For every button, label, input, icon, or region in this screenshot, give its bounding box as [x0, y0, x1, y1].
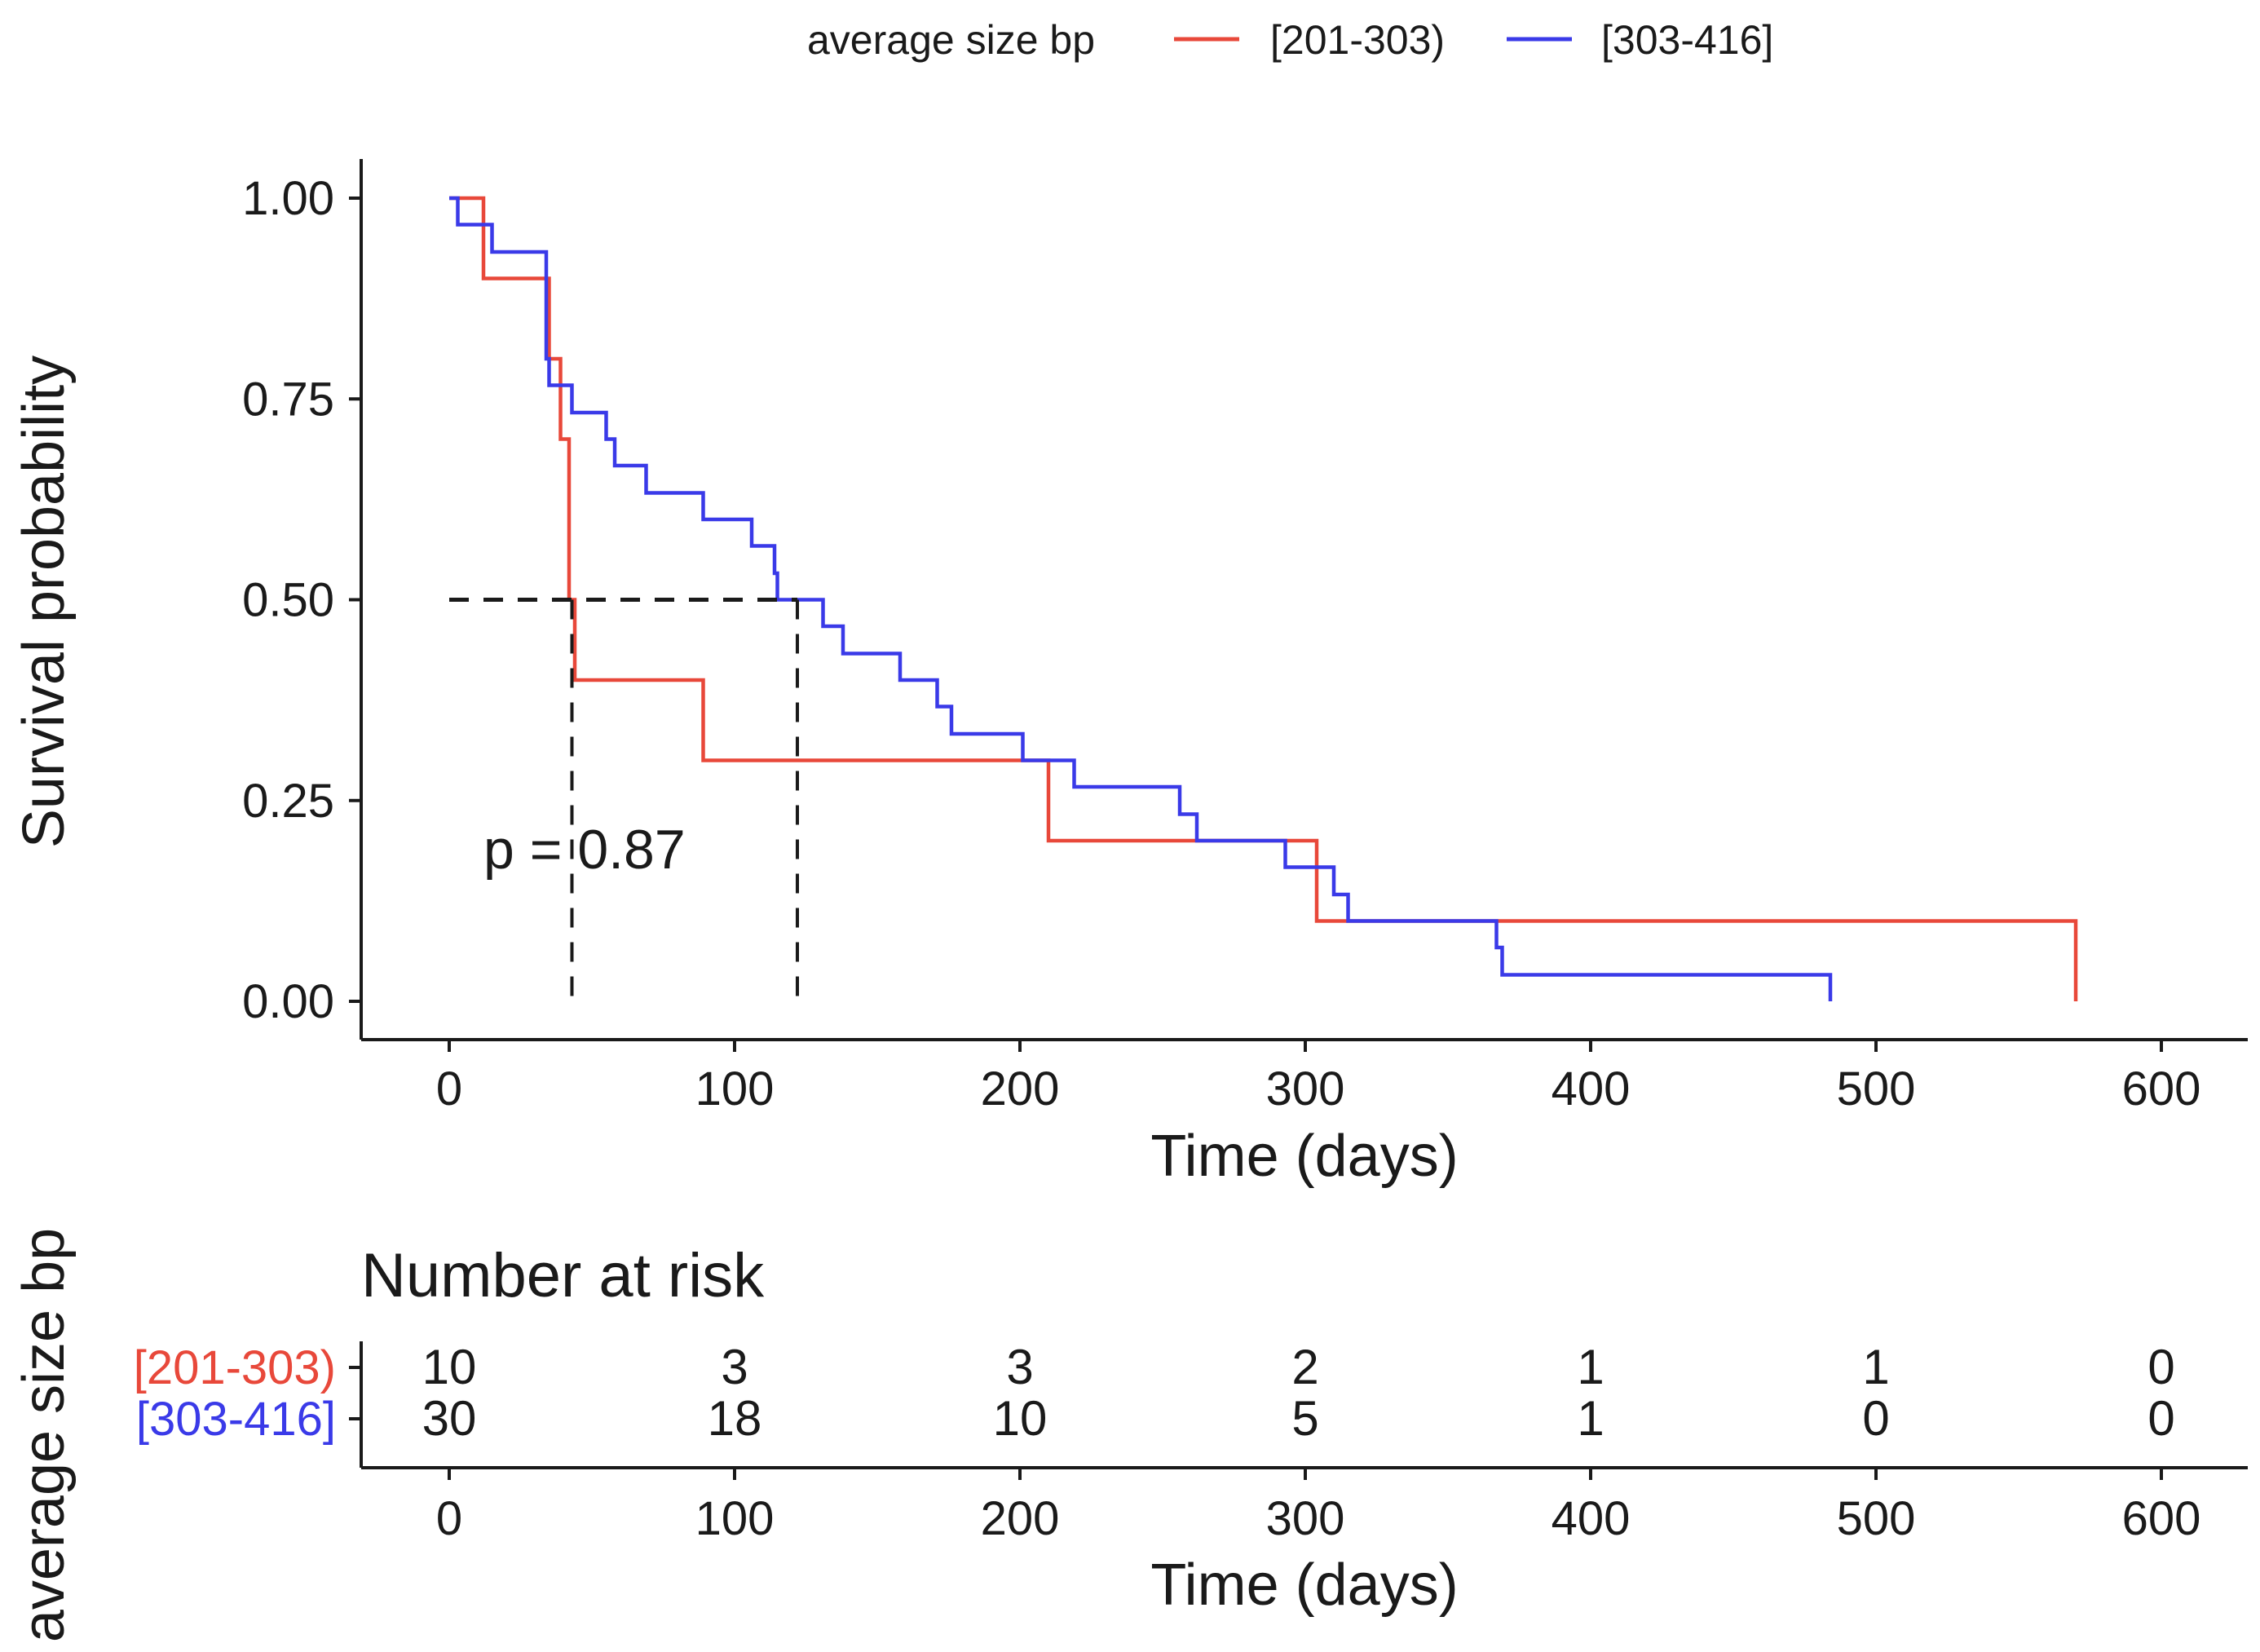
- risk-count: 1: [1577, 1391, 1604, 1446]
- risk-table-title: Number at risk: [361, 1241, 765, 1310]
- x-tick-label: 300: [1266, 1062, 1345, 1115]
- risk-count: 2: [1291, 1340, 1318, 1394]
- series-lines: [449, 196, 2078, 1001]
- risk-count: 30: [422, 1391, 477, 1446]
- risk-x-tick-label: 400: [1552, 1492, 1631, 1545]
- legend-label-blue: [303-416]: [1601, 17, 1773, 63]
- x-tick-label: 500: [1837, 1062, 1916, 1115]
- risk-table: Number at risk average size bp [201-303)…: [11, 1228, 2248, 1642]
- risk-count: 0: [2147, 1391, 2174, 1446]
- risk-count: 18: [708, 1391, 762, 1446]
- risk-count: 5: [1291, 1391, 1318, 1446]
- risk-count: 3: [1006, 1340, 1033, 1394]
- y-tick-label: 1.00: [242, 172, 334, 225]
- legend-title: average size bp: [807, 17, 1095, 63]
- risk-row-label: [303-416]: [136, 1393, 336, 1446]
- risk-rows: [201-303) 10 3 3 2 1 1 0[303-416] 30 18 10 5 1 0 0: [134, 1340, 2175, 1446]
- risk-row-label: [201-303): [134, 1341, 336, 1394]
- risk-x-tick-label: 300: [1266, 1492, 1345, 1545]
- risk-count: 10: [993, 1391, 1048, 1446]
- legend: average size bp [201-303) [303-416]: [807, 17, 1773, 63]
- x-axis-title: Time (days): [1150, 1124, 1458, 1189]
- legend-label-red: [201-303): [1270, 17, 1445, 63]
- risk-count: 0: [1862, 1391, 1889, 1446]
- risk-count: 0: [2147, 1340, 2174, 1394]
- risk-x-tick-label: 100: [695, 1492, 775, 1545]
- risk-x-axis-title: Time (days): [1150, 1553, 1458, 1618]
- risk-count: 3: [721, 1340, 748, 1394]
- risk-count: 1: [1862, 1340, 1889, 1394]
- x-tick-label: 100: [695, 1062, 775, 1115]
- median-lines: [449, 598, 799, 1001]
- risk-table-ylabel: average size bp: [11, 1228, 77, 1642]
- y-tick-label: 0.50: [242, 574, 334, 627]
- x-tick-label: 200: [981, 1062, 1060, 1115]
- y-tick-label: 0.00: [242, 975, 334, 1028]
- x-tick-label: 0: [436, 1062, 462, 1115]
- p-value-annotation: p = 0.87: [483, 819, 686, 881]
- y-ticks: 0.00 0.25 0.50 0.75 1.00: [242, 172, 361, 1028]
- risk-x-tick-label: 500: [1837, 1492, 1916, 1545]
- risk-count: 10: [422, 1340, 477, 1394]
- main-plot: 0.00 0.25 0.50 0.75 1.00 0 100 200 300 400 500 600…: [11, 159, 2248, 1189]
- y-tick-label: 0.25: [242, 775, 334, 828]
- risk-x-tick-label: 0: [436, 1492, 462, 1545]
- km-curve-series-2: [449, 196, 1833, 1001]
- km-curve-series-1: [449, 196, 2078, 1001]
- x-tick-label: 600: [2122, 1062, 2201, 1115]
- x-ticks: 0 100 200 300 400 500 600: [436, 1040, 2201, 1115]
- risk-x-tick-label: 600: [2122, 1492, 2201, 1545]
- risk-count: 1: [1577, 1340, 1604, 1394]
- x-tick-label: 400: [1552, 1062, 1631, 1115]
- risk-x-tick-label: 200: [981, 1492, 1060, 1545]
- y-tick-label: 0.75: [242, 373, 334, 426]
- y-axis-title: Survival probability: [11, 356, 77, 848]
- risk-x-ticks: 0 100 200 300 400 500 600: [436, 1468, 2201, 1545]
